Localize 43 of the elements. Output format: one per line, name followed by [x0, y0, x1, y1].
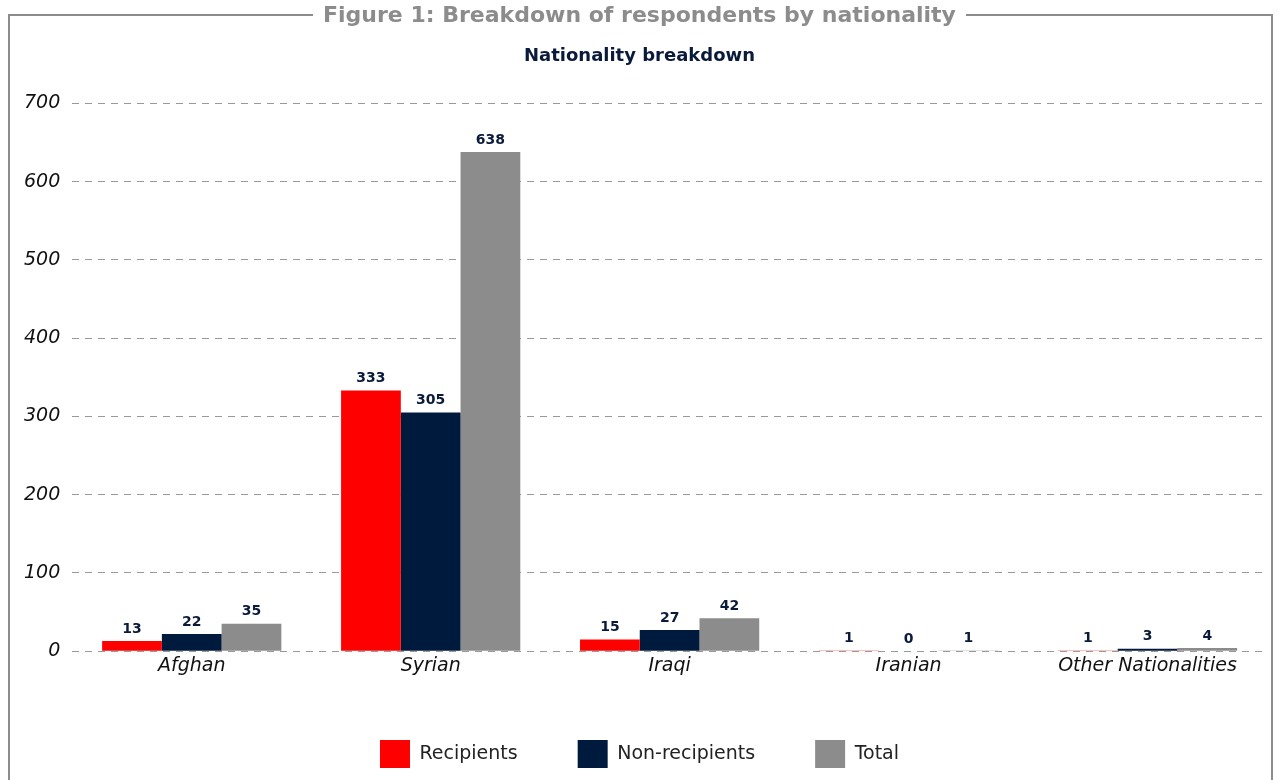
legend-label: Total: [853, 740, 900, 763]
data-label: 0: [903, 629, 914, 646]
bar: [639, 630, 700, 651]
bar: [221, 623, 282, 651]
y-tick-label: 100: [24, 559, 61, 582]
y-tick-label: 600: [24, 168, 61, 191]
data-label: 1: [1082, 629, 1093, 646]
chart-subtitle: Nationality breakdown: [522, 44, 756, 65]
data-label: 4: [1202, 626, 1213, 643]
data-label: 42: [719, 596, 740, 613]
data-label: 3: [1142, 627, 1153, 644]
x-tick-label: Iraqi: [648, 652, 692, 675]
bar: [341, 390, 401, 651]
bar: [102, 641, 162, 651]
legend-label: Non-recipients: [617, 740, 756, 763]
bar: [161, 633, 222, 651]
data-label: 1: [963, 629, 974, 646]
data-label: 22: [182, 612, 202, 629]
chart-title: Figure 1: Breakdown of respondents by nationality: [313, 2, 966, 27]
y-tick-label: 200: [24, 481, 61, 504]
data-label: 305: [416, 391, 446, 408]
y-tick-label: 300: [24, 403, 61, 426]
y-tick-label: 400: [24, 325, 61, 348]
legend-label: Recipients: [419, 740, 518, 763]
data-label: 333: [356, 369, 386, 386]
data-label: 1: [843, 629, 854, 646]
y-tick-label: 0: [48, 638, 61, 661]
x-tick-label: Iranian: [875, 652, 942, 675]
data-label: 13: [122, 619, 142, 636]
bar: [699, 618, 760, 651]
bar: [580, 639, 640, 651]
y-tick-label: 700: [24, 90, 61, 113]
x-tick-label: Other Nationalities: [1058, 652, 1237, 675]
bar: [400, 412, 461, 651]
x-tick-label: Afghan: [156, 652, 226, 675]
x-tick-label: Syrian: [400, 652, 461, 675]
data-label: 638: [475, 130, 506, 147]
data-label: 27: [659, 608, 680, 625]
bar: [1177, 648, 1238, 651]
y-tick-label: 500: [24, 246, 61, 269]
bar: [460, 151, 521, 651]
data-label: 15: [600, 618, 620, 635]
data-label: 35: [241, 602, 262, 619]
